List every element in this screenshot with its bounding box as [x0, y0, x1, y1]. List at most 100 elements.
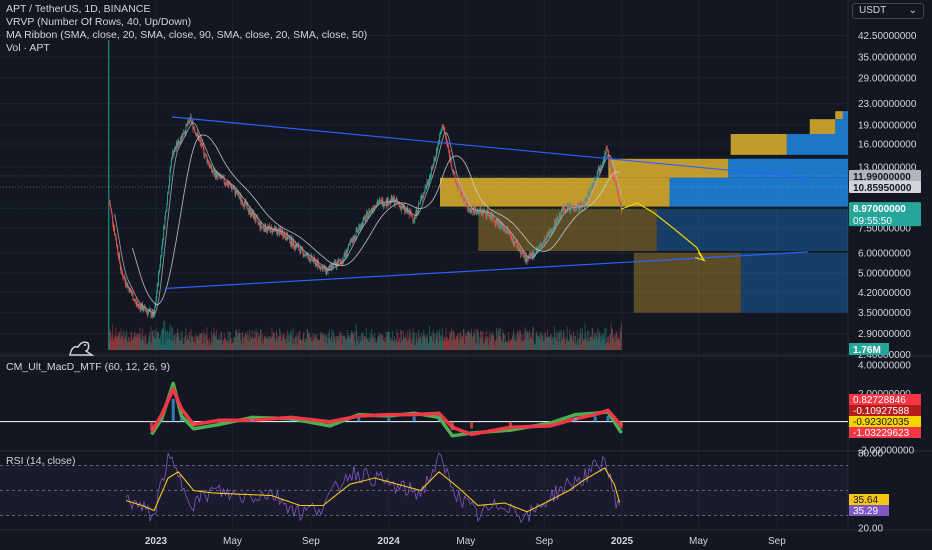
currency-button[interactable]: USDT ⌄: [852, 3, 924, 19]
candle-body: [458, 186, 460, 188]
volume-bar: [161, 329, 163, 350]
candle-body: [473, 206, 475, 214]
volume-bar: [243, 344, 245, 350]
candle-body: [357, 230, 359, 232]
candle-body: [196, 133, 198, 136]
candle-body: [304, 254, 305, 256]
macd-title[interactable]: CM_Ult_MacD_MTF (60, 12, 26, 9): [6, 361, 170, 373]
volume-bar: [400, 329, 402, 350]
volume-bar: [325, 336, 327, 350]
candle-body: [453, 171, 455, 173]
volume-bar: [323, 333, 325, 350]
indicator-vrvp[interactable]: VRVP (Number Of Rows, 40, Up/Down): [6, 16, 192, 28]
volume-label-bg: [849, 343, 889, 355]
price-label: 10.85950000: [853, 183, 912, 194]
candle-body: [497, 221, 499, 226]
candle-body: [312, 259, 314, 261]
candle-body: [292, 239, 294, 246]
volume-bar: [495, 327, 497, 350]
volume-bar: [179, 340, 181, 350]
volume-bar: [566, 339, 567, 350]
candle-body: [284, 233, 286, 237]
volume-bar: [365, 337, 367, 350]
candle-body: [510, 234, 512, 238]
volume-bar: [297, 336, 299, 350]
volume-bar: [263, 339, 265, 350]
volume-bar: [226, 340, 228, 350]
candle-body: [213, 170, 215, 175]
candle-body: [531, 253, 533, 259]
candle-body: [491, 214, 493, 220]
volume-bar: [439, 328, 441, 350]
volume-bar: [123, 339, 124, 350]
volume-bar: [212, 333, 214, 350]
volume-bar: [463, 329, 465, 350]
volume-bar: [290, 330, 292, 350]
candle-body: [470, 208, 472, 214]
volume-bar: [514, 334, 516, 350]
volume-bar: [227, 330, 229, 350]
candle-body: [362, 219, 364, 226]
candle-body: [610, 161, 611, 166]
volume-bar: [337, 335, 339, 350]
macd-value-label: 0.82728846: [853, 395, 906, 406]
candle-body: [258, 222, 260, 223]
volume-bar: [270, 336, 272, 350]
volume-bar: [279, 328, 281, 350]
candle-body: [139, 305, 141, 310]
candle-body: [410, 212, 412, 216]
volume-bar: [151, 343, 152, 350]
symbol-title[interactable]: APT / TetherUS, 1D, BINANCE: [6, 3, 151, 15]
candle-body: [159, 266, 161, 271]
candle-body: [418, 203, 420, 211]
rsi-y-tick-label: 80.00: [858, 449, 883, 460]
volume-bar: [232, 342, 233, 350]
candle-body: [613, 179, 615, 181]
candle-body: [539, 245, 541, 246]
candle-body: [400, 205, 402, 210]
volume-bar: [406, 340, 408, 350]
rsi-title[interactable]: RSI (14, close): [6, 455, 76, 467]
price-label-bg: [849, 169, 921, 182]
candle-body: [290, 242, 291, 244]
volume-bar: [230, 338, 232, 350]
volume-bar: [594, 333, 596, 350]
candle-body: [232, 186, 233, 189]
volume-bar: [354, 330, 356, 350]
candle-body: [585, 197, 587, 200]
volume-bar: [404, 337, 406, 350]
volume-bar: [228, 332, 230, 350]
volume-bar: [232, 342, 234, 350]
volume-bar: [172, 340, 174, 350]
candle-body: [291, 245, 293, 247]
volume-bar: [217, 339, 219, 350]
candle-body: [553, 221, 555, 230]
volume-bar: [549, 337, 551, 350]
volume-bar: [119, 338, 121, 350]
volume-bar: [363, 340, 365, 350]
volume-bar: [605, 327, 607, 350]
candle-body: [210, 164, 212, 166]
volume-bar: [369, 341, 371, 350]
volume-bar: [455, 336, 457, 350]
candle-body: [453, 171, 455, 175]
volume-bar: [423, 334, 425, 350]
candle-body: [328, 265, 330, 271]
indicator-volume[interactable]: Vol · APT: [6, 42, 50, 54]
volume-bar: [479, 337, 481, 350]
candle-body: [239, 197, 240, 199]
volume-bar: [302, 338, 304, 350]
volume-bar: [609, 335, 611, 350]
volume-bar: [142, 328, 144, 350]
candle-body: [277, 229, 279, 235]
candle-body: [601, 163, 603, 166]
volume-bar: [165, 330, 167, 350]
indicator-ma-ribbon[interactable]: MA Ribbon (SMA, close, 20, SMA, close, 9…: [6, 29, 368, 41]
volume-bar: [450, 333, 451, 350]
candle-body: [126, 282, 128, 288]
candle-body: [225, 184, 227, 185]
volume-bar: [179, 341, 181, 350]
candle-body: [371, 208, 372, 212]
volume-bar: [189, 342, 191, 350]
